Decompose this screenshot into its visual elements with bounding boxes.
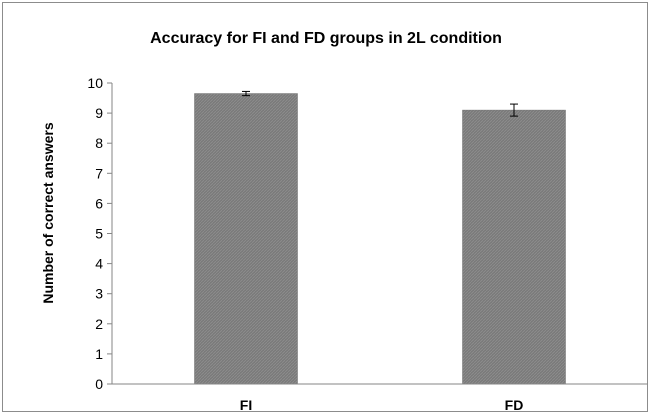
y-tick-label: 4 [95, 256, 103, 272]
bar-fd [462, 109, 566, 385]
y-tick-label: 1 [95, 346, 103, 362]
y-tick-label: 10 [87, 75, 103, 91]
y-tick-label: 6 [95, 195, 103, 211]
x-axis: FI FD [112, 383, 648, 413]
y-tick-label: 3 [95, 286, 103, 302]
y-tick-label: 9 [95, 105, 103, 121]
y-tick-label: 8 [95, 135, 103, 151]
y-axis: 0 1 2 3 4 5 6 7 8 9 10 [87, 75, 113, 392]
x-category-label: FI [240, 397, 252, 413]
chart-title: Accuracy for FI and FD groups in 2L cond… [150, 30, 502, 47]
bar-fi [194, 93, 298, 385]
y-tick-label: 7 [95, 165, 103, 181]
y-tick-label: 5 [95, 226, 103, 242]
x-category-label: FD [505, 397, 524, 413]
y-tick-label: 2 [95, 316, 103, 332]
y-tick-label: 0 [95, 376, 103, 392]
bars [194, 90, 566, 385]
